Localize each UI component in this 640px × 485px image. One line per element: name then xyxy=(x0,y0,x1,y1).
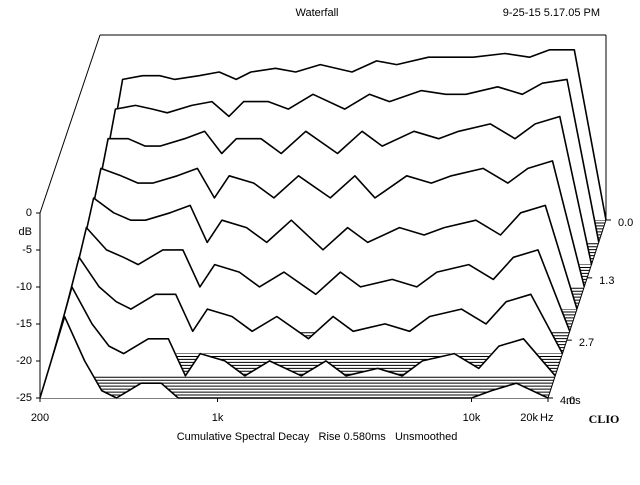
decay-slice xyxy=(46,286,556,377)
y-tick-label: -10 xyxy=(16,281,32,293)
decay-slice xyxy=(39,315,549,399)
brand: CLIO xyxy=(589,412,620,426)
z-tick-label: 0.0 xyxy=(618,217,633,229)
x-axis-unit: Hz xyxy=(540,412,553,424)
decay-slice xyxy=(61,226,571,332)
z-tick-label: 1.3 xyxy=(599,275,614,287)
slices xyxy=(39,48,607,399)
y-tick-label: -15 xyxy=(16,318,32,330)
box-edge xyxy=(39,34,101,214)
caption: Cumulative Spectral Decay Rise 0.580ms U… xyxy=(177,431,458,443)
y-tick-label: -25 xyxy=(16,392,32,404)
x-tick-label: 10k xyxy=(463,412,481,424)
z-tick-label: 4.0 xyxy=(560,395,575,407)
z-tick-label: 2.7 xyxy=(579,337,594,349)
y-axis-label: dB xyxy=(19,226,32,238)
y-tick-label: -5 xyxy=(22,244,32,256)
chart-title: Waterfall xyxy=(296,7,339,19)
y-tick-label: 0 xyxy=(26,207,32,219)
y-tick-label: -20 xyxy=(16,355,32,367)
z-axis-unit: ms xyxy=(566,395,581,407)
x-tick-label: 200 xyxy=(31,412,49,424)
decay-slice xyxy=(53,256,564,354)
timestamp: 9-25-15 5.17.05 PM xyxy=(503,7,600,19)
x-tick-label: 1k xyxy=(212,412,224,424)
x-tick-label: 20k xyxy=(520,412,538,424)
